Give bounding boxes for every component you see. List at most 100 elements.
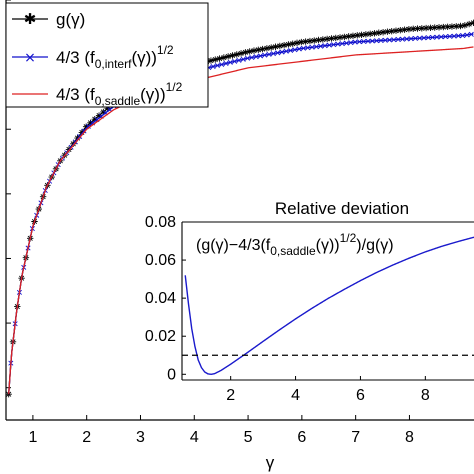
star-marker bbox=[422, 24, 430, 32]
x-marker bbox=[391, 37, 397, 43]
star-marker bbox=[233, 51, 240, 58]
inset-chart: Relative deviation 0 0.02 0.04 0.06 0.08 2 4 6… bbox=[145, 199, 474, 404]
x-marker bbox=[343, 40, 350, 46]
star-marker bbox=[207, 57, 215, 64]
star-marker bbox=[224, 53, 232, 60]
star-marker bbox=[263, 45, 271, 52]
star-marker bbox=[298, 38, 305, 46]
star-marker bbox=[375, 29, 382, 36]
star-marker bbox=[332, 34, 339, 42]
x-marker bbox=[227, 59, 233, 65]
star-marker bbox=[392, 27, 400, 34]
star-marker bbox=[345, 33, 352, 40]
x-marker bbox=[425, 35, 431, 41]
inset-y-tick-label: 0.08 bbox=[145, 214, 176, 231]
star-marker bbox=[87, 119, 94, 127]
x-marker bbox=[283, 48, 289, 54]
star-marker bbox=[220, 54, 228, 61]
star-marker bbox=[418, 25, 426, 32]
star-marker bbox=[470, 19, 474, 26]
x-marker bbox=[447, 33, 453, 39]
x-marker bbox=[210, 64, 216, 70]
star-marker bbox=[448, 23, 456, 30]
star-marker bbox=[435, 24, 443, 31]
x-marker bbox=[266, 51, 272, 57]
x-marker bbox=[339, 41, 345, 47]
x-marker bbox=[382, 37, 388, 43]
x-marker bbox=[85, 123, 91, 129]
inset-y-tick-label: 0 bbox=[167, 366, 176, 383]
x-marker bbox=[438, 34, 444, 40]
x-marker bbox=[326, 42, 332, 48]
inset-x-tick-label: 6 bbox=[356, 387, 365, 404]
legend-entry-1: × 4/3 (f0,interf(γ))1/2 bbox=[12, 43, 174, 71]
star-marker bbox=[336, 34, 344, 41]
main-x-tick-label: 4 bbox=[190, 429, 199, 446]
star-marker bbox=[306, 37, 314, 45]
inset-plot-area bbox=[182, 236, 474, 375]
inset-y-ticks: 0 0.02 0.04 0.06 0.08 bbox=[145, 214, 186, 383]
star-marker bbox=[388, 28, 395, 35]
star-marker bbox=[100, 108, 107, 116]
star-marker bbox=[371, 30, 378, 37]
star-marker bbox=[82, 123, 90, 130]
inset-series-line-0 bbox=[184, 236, 474, 375]
x-marker bbox=[455, 33, 461, 39]
x-marker bbox=[417, 35, 423, 41]
main-x-tick-label: 8 bbox=[405, 429, 414, 446]
star-marker bbox=[405, 25, 413, 33]
x-marker bbox=[348, 40, 354, 46]
inset-y-tick-label: 0.06 bbox=[145, 252, 176, 269]
inset-y-tick-label: 0.02 bbox=[145, 328, 176, 345]
main-x-tick-label: 6 bbox=[297, 429, 306, 446]
inset-title: Relative deviation bbox=[275, 199, 409, 218]
star-marker bbox=[384, 28, 391, 35]
star-marker bbox=[401, 26, 408, 33]
star-marker bbox=[237, 50, 245, 57]
star-marker bbox=[5, 390, 12, 398]
x-marker bbox=[288, 47, 294, 54]
star-marker bbox=[78, 129, 86, 136]
x-marker bbox=[395, 36, 401, 42]
legend-box bbox=[5, 2, 209, 108]
star-marker bbox=[440, 23, 447, 31]
x-marker bbox=[451, 33, 457, 39]
legend-label-2: 4/3 (f0,saddle(γ))1/2 bbox=[56, 80, 183, 108]
x-marker bbox=[399, 36, 405, 42]
inset-y-tick-label: 0.04 bbox=[145, 290, 176, 307]
legend-marker-1: × bbox=[24, 50, 36, 66]
x-marker bbox=[270, 51, 276, 57]
star-marker bbox=[431, 24, 438, 31]
x-marker bbox=[214, 63, 220, 69]
main-x-tick-label: 1 bbox=[28, 429, 37, 446]
x-marker bbox=[318, 43, 324, 49]
star-marker bbox=[95, 112, 103, 119]
x-marker bbox=[331, 42, 337, 48]
x-marker bbox=[352, 39, 358, 45]
legend-marker-0: ✱ bbox=[24, 10, 37, 28]
star-marker bbox=[276, 42, 284, 50]
main-x-tick-label: 2 bbox=[82, 429, 91, 446]
x-marker bbox=[249, 54, 255, 60]
x-marker bbox=[240, 56, 246, 62]
star-marker bbox=[302, 38, 309, 45]
star-marker bbox=[319, 36, 327, 43]
x-marker bbox=[365, 38, 371, 44]
x-marker bbox=[468, 31, 474, 37]
x-marker bbox=[223, 60, 229, 66]
x-marker bbox=[253, 54, 259, 60]
main-x-tick-label: 3 bbox=[136, 429, 145, 446]
star-marker bbox=[410, 25, 417, 33]
x-marker bbox=[369, 38, 375, 44]
star-marker bbox=[453, 23, 460, 30]
x-marker bbox=[421, 35, 427, 41]
inset-x-tick-label: 4 bbox=[291, 387, 300, 404]
inset-annotation: (g(γ)−4/3(f0,saddle(γ))1/2)/g(γ) bbox=[196, 231, 394, 258]
star-marker bbox=[457, 22, 464, 30]
x-marker bbox=[279, 49, 285, 55]
star-marker bbox=[414, 25, 421, 32]
inset-background bbox=[182, 222, 474, 380]
star-marker bbox=[255, 46, 262, 54]
main-x-ticks: 1 2 3 4 5 6 7 8 bbox=[28, 415, 414, 446]
star-marker bbox=[272, 43, 279, 50]
